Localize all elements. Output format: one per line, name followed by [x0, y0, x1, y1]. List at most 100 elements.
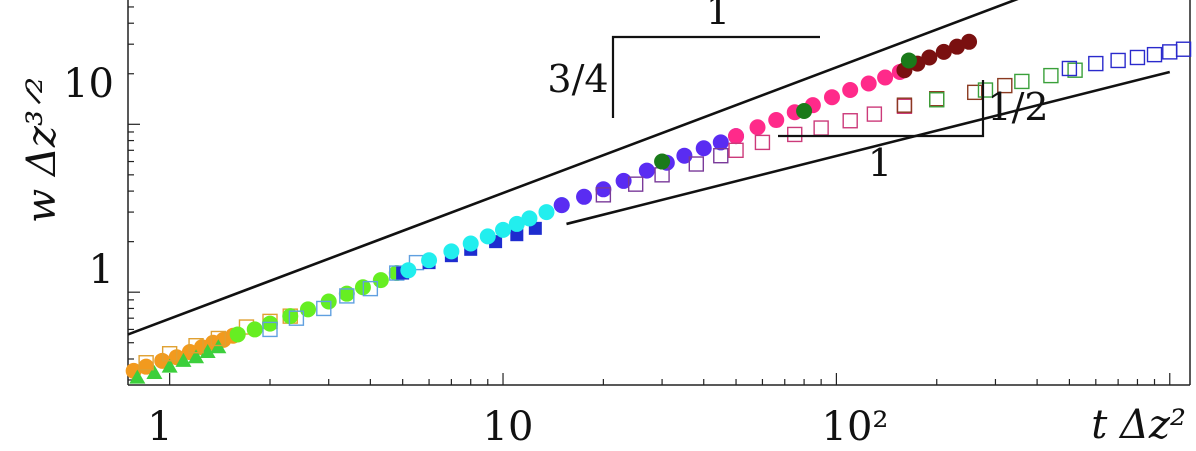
data-point: [900, 52, 917, 69]
data-point: [372, 272, 389, 289]
data-point: [627, 176, 644, 192]
data-point: [282, 308, 299, 325]
data-point: [299, 301, 316, 318]
data-point: [1162, 44, 1178, 60]
data-point: [421, 252, 438, 269]
data-point: [246, 321, 263, 338]
data-point: [1067, 62, 1083, 78]
data-point: [339, 288, 355, 304]
data-point: [1088, 55, 1104, 72]
data-point: [842, 113, 858, 129]
data-point: [929, 92, 945, 108]
data-point: [754, 134, 771, 151]
annotations: 1 3/4 1/2 1: [547, 0, 1048, 185]
data-point: [877, 69, 894, 86]
data-point: [638, 162, 655, 179]
data-point: [362, 280, 379, 297]
axis-ticks: [128, 6, 1171, 385]
x-tick-label-1: 1: [147, 404, 172, 450]
data-point: [1146, 46, 1163, 63]
data-point: [161, 358, 178, 373]
data-point: [538, 204, 555, 221]
data-point: [654, 153, 671, 170]
data-point: [521, 210, 538, 227]
data-point: [787, 126, 803, 143]
data-point: [713, 148, 729, 164]
data-point: [712, 134, 729, 151]
data-point: [615, 172, 632, 189]
data-point: [146, 365, 163, 380]
data-point: [921, 49, 938, 66]
x-tick-label-10: 10: [483, 404, 534, 450]
data-point: [866, 106, 883, 122]
data-point: [316, 300, 332, 317]
data-point: [553, 197, 570, 214]
data-point: [443, 243, 460, 260]
data-point: [948, 38, 965, 55]
slope-triangles: [611, 35, 985, 138]
data-point: [1061, 60, 1078, 77]
lower-slope-triangle: [778, 80, 985, 138]
data-point: [1043, 67, 1059, 84]
annotation-upper-run: 1: [706, 0, 730, 33]
data-point: [161, 346, 178, 362]
data-point: [935, 43, 952, 60]
x-tick-labels: 1 10 10²: [147, 404, 888, 450]
data-point: [138, 355, 154, 371]
data-point: [508, 215, 525, 232]
upper-slope-triangle: [611, 35, 820, 118]
data-point: [229, 326, 246, 343]
data-point: [210, 330, 227, 347]
data-point: [997, 77, 1013, 94]
data-point: [967, 84, 983, 101]
data-point: [262, 315, 279, 332]
data-point: [728, 142, 744, 159]
data-point: [1110, 52, 1126, 69]
data-point: [479, 228, 496, 245]
y-tick-labels: 10 1: [63, 61, 114, 293]
data-point: [977, 82, 994, 98]
data-point: [288, 310, 305, 326]
data-point: [813, 120, 829, 136]
data-point: [676, 147, 693, 164]
plot-frame: [127, 0, 1191, 386]
data-point: [896, 98, 913, 114]
data-point: [688, 156, 705, 172]
slope-one-half-line: [566, 70, 1171, 226]
data-point: [961, 33, 978, 50]
data-point: [199, 344, 216, 359]
data-point: [595, 181, 612, 198]
data-point: [188, 349, 205, 364]
data-point: [400, 262, 417, 279]
data-point: [695, 140, 712, 157]
data-point: [796, 103, 813, 120]
data-point: [138, 358, 155, 375]
data-point: [842, 82, 859, 99]
y-tick-label-10: 10: [63, 61, 114, 107]
data-point: [510, 228, 524, 242]
data-point: [495, 221, 512, 238]
data-point: [823, 89, 840, 106]
x-axis-title: t Δz²: [1091, 402, 1186, 448]
data-point: [768, 112, 785, 129]
data-point: [1014, 73, 1030, 90]
annotation-lower-run: 1: [868, 141, 892, 185]
reference-lines: [127, 0, 1171, 336]
data-markers: [125, 33, 1192, 384]
data-point: [1175, 41, 1192, 57]
annotation-upper-rise: 3/4: [547, 57, 608, 101]
data-point: [462, 235, 479, 252]
data-point: [262, 321, 278, 338]
y-tick-label-1: 1: [89, 247, 114, 293]
y-axis-title: w Δz³ᐟ²: [19, 77, 65, 223]
data-point: [860, 75, 877, 92]
data-point: [210, 339, 227, 354]
data-point: [1129, 49, 1146, 66]
data-point: [728, 128, 745, 145]
annotation-lower-rise: 1/2: [987, 85, 1048, 129]
data-point: [338, 285, 355, 302]
data-point: [175, 352, 192, 367]
data-point: [749, 119, 766, 136]
data-point: [929, 91, 945, 107]
